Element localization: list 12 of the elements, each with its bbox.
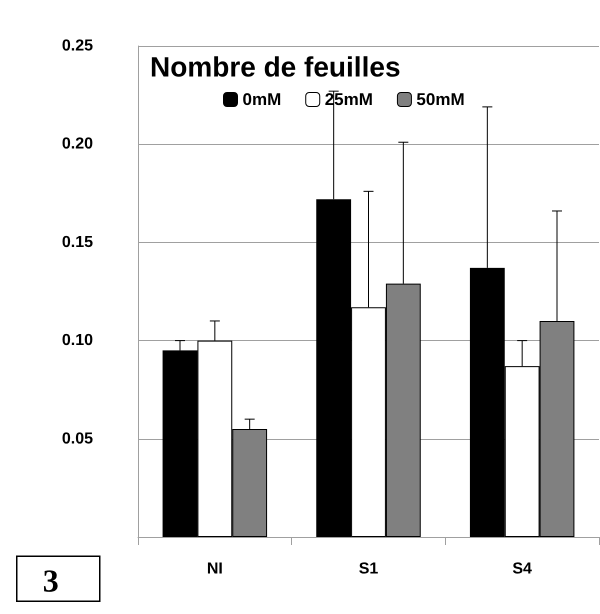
y-tick-label: 0.10 [62,332,94,350]
x-tick-label: S4 [512,560,532,578]
y-tick-label: 0.05 [62,430,94,448]
x-tick-label: NI [206,560,223,578]
text: 3 [42,562,59,598]
y-tick-label: 0.25 [62,38,94,54]
legend-label: 0mM [242,90,282,109]
x-tick-label: S1 [358,560,378,578]
y-tick-label: 0.20 [62,136,94,153]
chart-title: Nombre de feuilles [150,52,401,82]
y-tick-label: 0.15 [62,234,94,251]
legend-label: 50mM [416,90,465,109]
